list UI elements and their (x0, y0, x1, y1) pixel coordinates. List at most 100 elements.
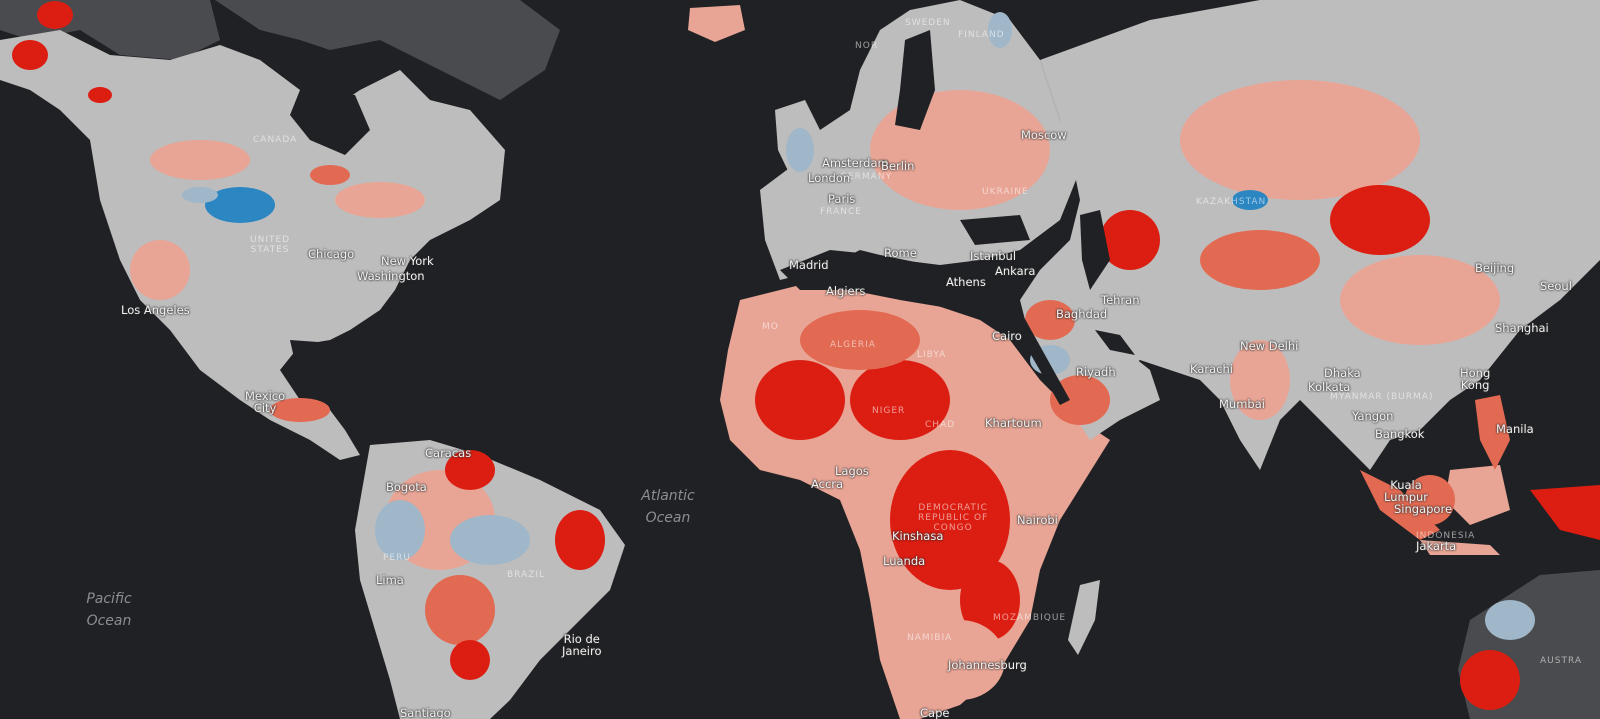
city-label-nairobi[interactable]: Nairobi (1017, 513, 1058, 527)
country-label-united-states-line1: UNITED (250, 235, 291, 245)
country-label-norway: NOR (855, 41, 879, 51)
persian-gulf-water (1095, 330, 1135, 355)
country-label-ukraine: UKRAINE (982, 187, 1029, 197)
country-label-algeria: ALGERIA (830, 340, 876, 350)
city-label-amsterdam[interactable]: Amsterdam (822, 156, 889, 170)
city-label-johannesburg[interactable]: Johannesburg (948, 658, 1027, 672)
atlantic-ocean-label-line2: Ocean (645, 510, 691, 526)
city-label-rio-de-janeiro[interactable]: Rio de Janeiro (562, 633, 602, 657)
city-label-manila[interactable]: Manila (1496, 422, 1534, 436)
city-label-cairo[interactable]: Cairo (992, 329, 1022, 343)
city-label-yangon[interactable]: Yangon (1352, 409, 1394, 423)
city-label-baghdad[interactable]: Baghdad (1056, 307, 1108, 321)
country-label-libya: LIBYA (917, 350, 947, 360)
city-label-rome[interactable]: Rome (884, 246, 917, 260)
city-label-mexico-city-line2: City (253, 401, 277, 415)
city-label-kuala-lumpur[interactable]: Kuala Lumpur (1384, 479, 1428, 503)
city-label-cape[interactable]: Cape (920, 706, 950, 719)
city-label-hong-kong-line2: Kong (1460, 378, 1490, 392)
city-label-los-angeles[interactable]: Los Angeles (121, 303, 190, 317)
city-label-mexico-city-line1: Mexico (245, 389, 286, 403)
caspian-sea-water (1080, 210, 1110, 290)
hudson-bay-water (290, 90, 370, 155)
city-label-accra[interactable]: Accra (811, 477, 844, 491)
city-label-seoul[interactable]: Seoul (1540, 279, 1572, 293)
country-label-germany: GERMANY (840, 172, 893, 182)
city-label-tehran[interactable]: Tehran (1101, 293, 1140, 307)
city-label-singapore[interactable]: Singapore (1394, 502, 1453, 516)
city-label-mexico-city[interactable]: Mexico City (245, 390, 285, 414)
city-label-luanda[interactable]: Luanda (883, 554, 926, 568)
city-label-bangkok[interactable]: Bangkok (1375, 427, 1425, 441)
city-label-algiers[interactable]: Algiers (826, 284, 866, 298)
country-label-dr-congo-line1: DEMOCRATIC (918, 503, 988, 513)
north-america-landmass (0, 30, 505, 460)
city-label-hong-kong[interactable]: Hong Kong (1460, 367, 1490, 391)
city-label-washington[interactable]: Washington (357, 269, 425, 283)
city-label-lima[interactable]: Lima (376, 573, 404, 587)
city-label-new-delhi[interactable]: New Delhi (1240, 339, 1299, 353)
country-label-indonesia: INDONESIA (1416, 531, 1476, 541)
country-label-morocco: MO (762, 322, 779, 332)
city-label-new-york[interactable]: New York (381, 254, 434, 268)
city-label-khartoum[interactable]: Khartoum (985, 416, 1042, 430)
city-label-rio-line1: Rio de (563, 632, 600, 646)
country-label-canada: CANADA (253, 135, 298, 145)
city-label-caracas[interactable]: Caracas (425, 446, 472, 460)
black-sea-water (960, 215, 1030, 245)
surplus-overlay (182, 12, 1535, 640)
baltic-sea-water (895, 30, 935, 130)
country-label-dr-congo: DEMOCRATIC REPUBLIC OF CONGO (918, 503, 988, 533)
city-label-hong-kong-line1: Hong (1460, 366, 1491, 380)
country-label-france: FRANCE (820, 207, 862, 217)
country-label-myanmar: MYANMAR (BURMA) (1330, 392, 1434, 402)
philippines-landmass (1475, 395, 1510, 470)
city-label-dhaka[interactable]: Dhaka (1324, 366, 1361, 380)
pacific-ocean-label-line1: Pacific (86, 591, 132, 607)
country-label-namibia: NAMIBIA (907, 633, 953, 643)
japan-landmass (1540, 220, 1590, 300)
city-label-chicago[interactable]: Chicago (308, 247, 355, 261)
city-label-athens[interactable]: Athens (946, 275, 986, 289)
city-label-london[interactable]: London (808, 171, 851, 185)
city-label-lagos[interactable]: Lagos (835, 464, 869, 478)
city-label-ankara[interactable]: Ankara (995, 264, 1036, 278)
city-label-beijing[interactable]: Beijing (1475, 261, 1515, 275)
city-label-istanbul[interactable]: Istanbul (970, 249, 1017, 263)
country-label-kazakhstan: KAZAKHSTAN (1196, 197, 1267, 207)
city-label-madrid[interactable]: Madrid (789, 258, 829, 272)
mediterranean-sea-water (780, 250, 1000, 310)
country-label-united-states-line2: STATES (250, 245, 290, 255)
city-label-berlin[interactable]: Berlin (881, 159, 915, 173)
country-label-dr-congo-line3: CONGO (933, 523, 973, 533)
country-label-finland: FINLAND (958, 30, 1005, 40)
city-label-kuala-lumpur-line1: Kuala (1390, 478, 1422, 492)
madagascar-landmass (1068, 580, 1100, 655)
country-label-chad: CHAD (925, 420, 956, 430)
country-label-australia: AUSTRA (1540, 656, 1582, 666)
city-label-paris[interactable]: Paris (828, 192, 856, 206)
country-label-niger: NIGER (872, 406, 906, 416)
city-label-moscow[interactable]: Moscow (1021, 128, 1067, 142)
city-label-kolkata[interactable]: Kolkata (1308, 380, 1351, 394)
iceland-landmass (688, 5, 745, 42)
city-label-mumbai[interactable]: Mumbai (1219, 397, 1265, 411)
greenland-landmass (215, 0, 560, 100)
city-label-shanghai[interactable]: Shanghai (1495, 321, 1549, 335)
city-label-jakarta[interactable]: Jakarta (1416, 539, 1457, 553)
country-label-dr-congo-line2: REPUBLIC OF (918, 513, 989, 523)
red-sea-water (1005, 310, 1070, 405)
city-label-riyadh[interactable]: Riyadh (1076, 365, 1116, 379)
country-label-mozambique: MOZAMBIQUE (993, 613, 1067, 623)
city-label-karachi[interactable]: Karachi (1190, 362, 1233, 376)
city-label-bogota[interactable]: Bogota (386, 480, 427, 494)
city-label-santiago[interactable]: Santiago (400, 706, 451, 719)
city-label-rio-line2: Janeiro (562, 644, 602, 658)
asia-landmass (1020, 0, 1600, 470)
borneo-landmass (1445, 465, 1510, 525)
city-label-kinshasa[interactable]: Kinshasa (892, 529, 944, 543)
country-label-united-states: UNITED STATES (250, 235, 290, 255)
city-label-kuala-lumpur-line2: Lumpur (1384, 490, 1429, 504)
